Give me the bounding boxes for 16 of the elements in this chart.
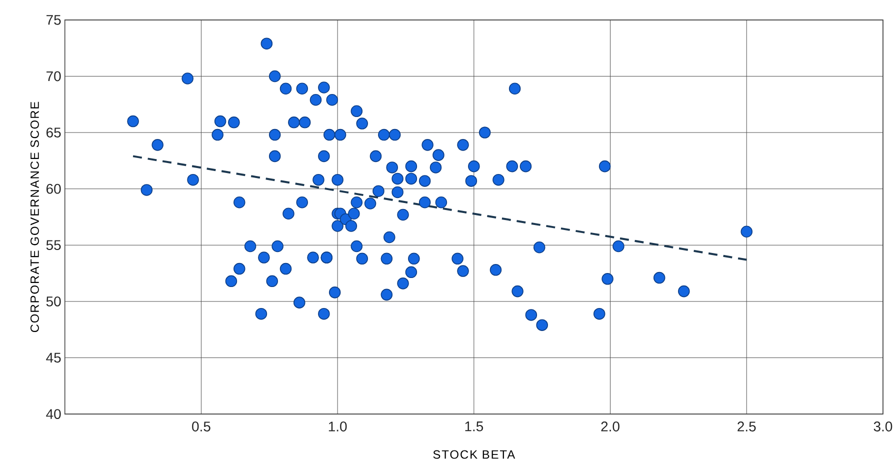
- y-tick-label: 75: [46, 15, 61, 25]
- y-axis-title: CORPORATE GOVERNANCE SCORE: [30, 102, 39, 332]
- y-tick-label: 60: [46, 184, 61, 194]
- x-tick-label: 1.5: [465, 422, 484, 432]
- y-tick-label: 70: [46, 71, 61, 82]
- x-tick-label: 2.0: [601, 422, 620, 432]
- x-tick-label: 0.5: [192, 422, 210, 432]
- y-tick-label: 45: [46, 352, 61, 363]
- x-tick-label: 2.5: [738, 422, 756, 432]
- y-tick-label: 65: [46, 128, 61, 138]
- y-tick-label: 40: [46, 409, 61, 420]
- x-tick-label: 1.0: [328, 422, 347, 432]
- x-axis-title: STOCK BETA: [433, 450, 516, 459]
- y-tick-label: 50: [46, 296, 61, 306]
- x-tick-label: 3.0: [874, 422, 892, 432]
- y-tick-label: 55: [46, 240, 61, 250]
